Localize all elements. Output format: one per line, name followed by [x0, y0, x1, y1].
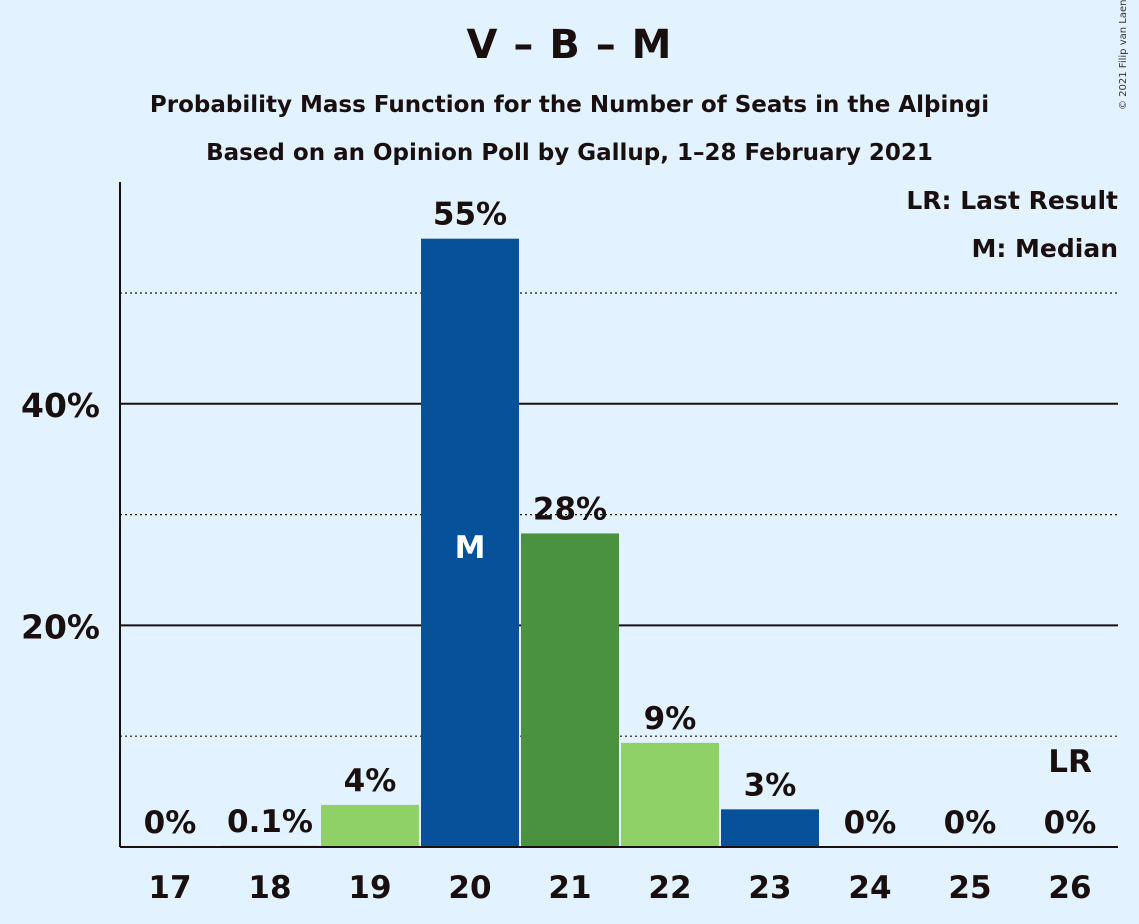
value-label-26: 0%	[1044, 805, 1097, 841]
chart-title: V – B – M	[466, 22, 673, 68]
bar-22	[621, 742, 719, 847]
chart-subtitle: Probability Mass Function for the Number…	[149, 92, 990, 118]
x-tick-label-19: 19	[348, 870, 391, 906]
x-tick-label-17: 17	[148, 870, 191, 906]
x-tick-label-21: 21	[548, 870, 591, 906]
x-tick-label-23: 23	[748, 870, 791, 906]
value-label-22: 9%	[644, 701, 697, 737]
value-labels: 0% 17 0.1% 18 4% 19 55% 20 M 28% 21 9% 22 3% 23 0% 24 0% 2…	[144, 197, 1097, 906]
last-result-marker: LR	[1048, 744, 1092, 780]
x-tick-label-25: 25	[948, 870, 991, 906]
bar-21	[521, 533, 619, 847]
value-label-17: 0%	[144, 805, 197, 841]
legend-last-result: LR: Last Result	[906, 186, 1118, 215]
value-label-25: 0%	[944, 805, 997, 841]
value-label-20: 55%	[433, 197, 507, 233]
x-tick-label-22: 22	[648, 870, 691, 906]
bars	[221, 238, 819, 847]
x-tick-label-24: 24	[848, 870, 891, 906]
bar-23	[721, 809, 819, 847]
y-tick-label: 40%	[21, 386, 100, 425]
legend-median: M: Median	[971, 234, 1118, 263]
x-tick-label-26: 26	[1048, 870, 1091, 906]
value-label-19: 4%	[344, 763, 397, 799]
value-label-24: 0%	[844, 805, 897, 841]
y-tick-label: 20%	[21, 607, 100, 646]
value-label-23: 3%	[744, 767, 797, 803]
chart-subtitle-source: Based on an Opinion Poll by Gallup, 1–28…	[206, 140, 933, 166]
bar-20	[421, 238, 519, 847]
value-label-18: 0.1%	[227, 804, 313, 840]
bar-19	[321, 804, 419, 847]
axes: 20% 40%	[21, 182, 1118, 848]
median-marker: M	[455, 530, 486, 566]
x-tick-label-18: 18	[248, 870, 291, 906]
value-label-21: 28%	[533, 491, 607, 527]
x-tick-label-20: 20	[448, 870, 491, 906]
